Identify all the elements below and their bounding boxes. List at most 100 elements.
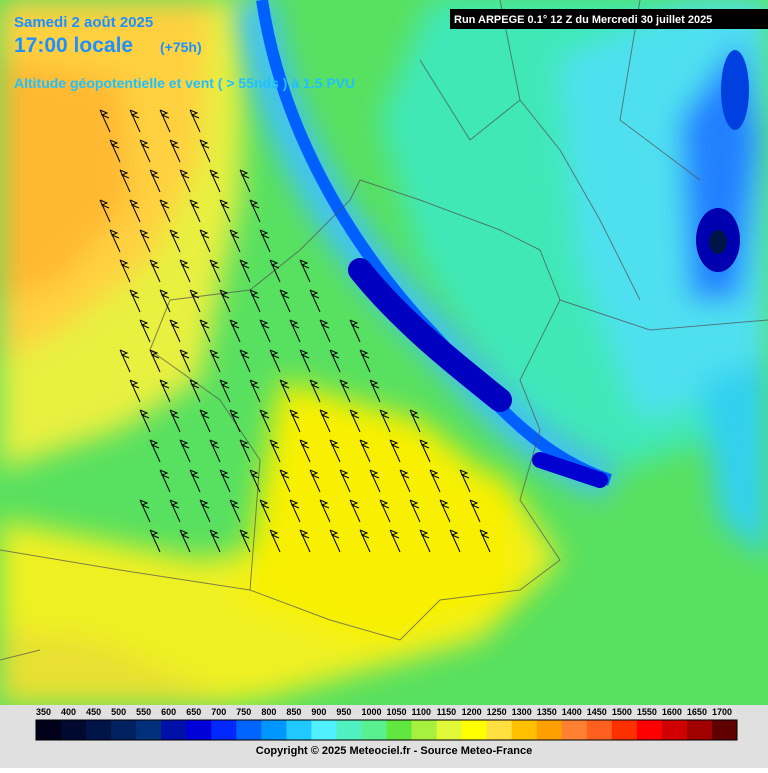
wind-barb	[249, 379, 261, 403]
wind-barb	[159, 289, 171, 313]
wind-barb	[309, 289, 321, 313]
wind-barb	[179, 259, 191, 283]
legend-label: 500	[111, 707, 126, 717]
forecast-date: Samedi 2 août 2025	[14, 14, 153, 31]
wind-barb	[379, 499, 391, 523]
legend-swatch	[661, 720, 688, 740]
legend-label: 1700	[712, 707, 732, 717]
wind-barb	[169, 319, 181, 343]
wind-barb	[329, 439, 341, 463]
wind-barb	[99, 199, 111, 223]
legend-swatch	[686, 720, 713, 740]
wind-barb	[139, 499, 151, 523]
legend-label: 450	[86, 707, 101, 717]
wind-barb	[409, 409, 421, 433]
wind-barb	[219, 199, 231, 223]
wind-barb	[249, 469, 261, 493]
legend-swatch	[86, 720, 112, 740]
legend-swatch	[436, 720, 463, 740]
wind-barb	[249, 199, 261, 223]
wind-barb	[189, 109, 201, 133]
wind-barb	[149, 349, 161, 373]
wind-barb	[289, 319, 301, 343]
legend-swatch	[361, 720, 387, 740]
wind-barb	[229, 319, 241, 343]
wind-barb	[429, 469, 441, 493]
legend-swatch	[711, 720, 738, 740]
copyright: Copyright © 2025 Meteociel.fr - Source M…	[256, 745, 532, 757]
wind-barb	[179, 439, 191, 463]
wind-barb	[279, 469, 291, 493]
wind-barb	[239, 439, 251, 463]
wind-barb	[209, 439, 221, 463]
field	[0, 0, 768, 705]
wind-barb	[149, 529, 161, 553]
legend-swatch	[186, 720, 212, 740]
wind-barb	[169, 409, 181, 433]
wind-barb	[239, 169, 251, 193]
legend-swatch	[636, 720, 663, 740]
wind-barb	[329, 529, 341, 553]
wind-barb	[119, 169, 131, 193]
legend-label: 400	[61, 707, 76, 717]
wind-barb	[129, 199, 141, 223]
legend-label: 1100	[412, 707, 432, 717]
wind-barb	[209, 529, 221, 553]
wind-barb	[119, 259, 131, 283]
wind-barb	[469, 499, 481, 523]
legend-swatch	[236, 720, 262, 740]
legend-swatch	[536, 720, 563, 740]
wind-barb	[299, 439, 311, 463]
wind-barb	[159, 469, 171, 493]
legend-swatch	[311, 720, 337, 740]
wind-barb	[199, 499, 211, 523]
wind-barb	[189, 199, 201, 223]
wind-barb	[199, 229, 211, 253]
wind-barb	[139, 139, 151, 163]
color-legend: 350 400 450 500 550 600 650 700 750 800 850 900 950 1…	[35, 707, 738, 741]
wind-barbs	[99, 109, 491, 553]
legend-label: 950	[336, 707, 351, 717]
wind-barb	[299, 259, 311, 283]
legend-frame	[35, 719, 738, 741]
legend-label: 1300	[512, 707, 532, 717]
wind-barb	[349, 409, 361, 433]
wind-barb	[399, 469, 411, 493]
wind-barb	[219, 469, 231, 493]
wind-barb	[179, 349, 191, 373]
wind-barb	[239, 259, 251, 283]
legend-label: 1500	[612, 707, 632, 717]
wind-barb	[119, 349, 131, 373]
wind-barb	[109, 139, 121, 163]
wind-barb	[369, 469, 381, 493]
wind-barb	[329, 349, 341, 373]
wind-barb	[199, 409, 211, 433]
wind-barb	[179, 529, 191, 553]
legend-label: 900	[311, 707, 326, 717]
wind-barb	[309, 379, 321, 403]
legend-swatch	[611, 720, 638, 740]
legend-label: 1450	[587, 707, 607, 717]
legend-label: 600	[161, 707, 176, 717]
wind-barb	[159, 379, 171, 403]
wind-barb	[289, 409, 301, 433]
wind-barb	[389, 439, 401, 463]
wind-barb	[299, 349, 311, 373]
wind-barb	[199, 319, 211, 343]
wind-barb	[409, 499, 421, 523]
legend-label: 850	[286, 707, 301, 717]
wind-barb	[109, 229, 121, 253]
wind-barb	[359, 529, 371, 553]
wind-barb	[389, 529, 401, 553]
legend-swatch	[486, 720, 513, 740]
wind-barb	[159, 199, 171, 223]
wind-barb	[459, 469, 471, 493]
wind-barb	[159, 109, 171, 133]
wind-barb	[349, 499, 361, 523]
wind-barb	[219, 379, 231, 403]
legend-swatch	[161, 720, 187, 740]
wind-barb	[269, 439, 281, 463]
wind-barb	[269, 529, 281, 553]
wind-barb	[419, 439, 431, 463]
wind-barb	[319, 499, 331, 523]
